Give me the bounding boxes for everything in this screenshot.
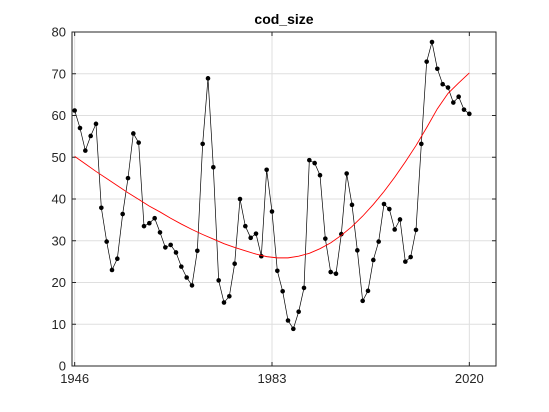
data-point	[397, 217, 403, 222]
data-point	[424, 59, 429, 64]
data-point	[83, 148, 88, 153]
y-tick-label: 30	[52, 233, 66, 248]
data-point	[339, 231, 344, 237]
data-point	[205, 76, 211, 81]
data-point	[376, 239, 381, 244]
y-tick-label: 80	[52, 25, 66, 40]
data-point	[232, 261, 237, 267]
fit-curve-line	[74, 72, 470, 259]
data-point	[301, 285, 307, 291]
grid-layer	[72, 31, 496, 367]
data-point	[120, 211, 125, 217]
data-point	[136, 140, 141, 145]
data-point	[152, 215, 157, 221]
data-point	[243, 223, 248, 229]
data-point	[280, 288, 285, 294]
data-point	[157, 230, 163, 235]
data-point	[312, 160, 317, 166]
data-point	[355, 248, 360, 253]
data-point	[440, 81, 445, 87]
data-point	[435, 66, 440, 72]
data-point	[317, 172, 323, 178]
data-point	[99, 205, 104, 211]
data-point	[365, 288, 371, 294]
data-point	[189, 283, 195, 288]
data-point	[387, 206, 392, 212]
data-point	[344, 171, 349, 176]
data-point	[264, 167, 269, 173]
data-point	[253, 231, 259, 236]
data-point	[211, 164, 216, 170]
y-tick-label: 70	[52, 66, 66, 81]
axes-box	[71, 31, 497, 367]
data-point	[173, 250, 179, 255]
y-tick-label: 40	[52, 192, 66, 207]
data-point	[429, 39, 435, 45]
y-tick-label: 10	[52, 317, 66, 332]
data-point	[291, 326, 296, 332]
data-point	[109, 267, 115, 273]
data-point	[333, 271, 339, 277]
data-point	[323, 236, 328, 241]
data-point	[349, 202, 355, 208]
data-point	[163, 245, 168, 250]
data-point	[168, 242, 173, 248]
data-point	[184, 275, 189, 280]
data-point	[360, 298, 365, 304]
data-point	[285, 318, 291, 323]
data-point	[248, 235, 253, 241]
data-point	[200, 141, 205, 147]
data-point	[125, 175, 131, 181]
label-layer: 0 10 20 30 40 50 60 70 80 1946 1983 2020	[52, 25, 484, 387]
data-point	[72, 108, 77, 113]
data-point	[413, 227, 419, 233]
y-tick-label: 0	[59, 359, 66, 374]
data-point	[296, 309, 301, 315]
data-point	[115, 256, 120, 262]
data-point	[269, 209, 275, 214]
data-point	[392, 227, 397, 232]
series-layer	[72, 39, 472, 332]
x-tick-label: 1946	[60, 371, 89, 386]
data-point	[179, 264, 184, 269]
y-tick-label: 60	[52, 108, 66, 123]
y-tick-label: 50	[52, 150, 66, 165]
x-tick-label: 2020	[455, 371, 484, 386]
data-point	[216, 278, 221, 283]
data-point	[147, 220, 152, 226]
data-point	[419, 141, 424, 147]
data-point	[403, 259, 408, 264]
y-tick-label: 20	[52, 275, 66, 290]
data-point	[328, 269, 333, 275]
data-point	[141, 223, 147, 229]
data-point	[451, 100, 456, 105]
data-point	[237, 196, 243, 202]
data-point	[104, 239, 109, 244]
data-point	[467, 111, 472, 117]
x-tick-label: 1983	[258, 371, 287, 386]
data-point	[131, 131, 136, 136]
data-point	[445, 85, 451, 90]
chart-title: cod_size	[254, 11, 313, 27]
data-point	[88, 133, 93, 139]
data-point	[456, 94, 461, 100]
data-point	[307, 157, 312, 163]
data-point	[461, 107, 467, 112]
data-point	[275, 268, 280, 274]
data-point	[227, 293, 232, 299]
data-point	[221, 300, 227, 305]
data-point	[93, 121, 99, 127]
data-point	[195, 248, 200, 254]
data-point	[381, 201, 387, 207]
data-point	[408, 254, 413, 260]
data-point	[77, 125, 83, 131]
data-point	[371, 257, 376, 263]
